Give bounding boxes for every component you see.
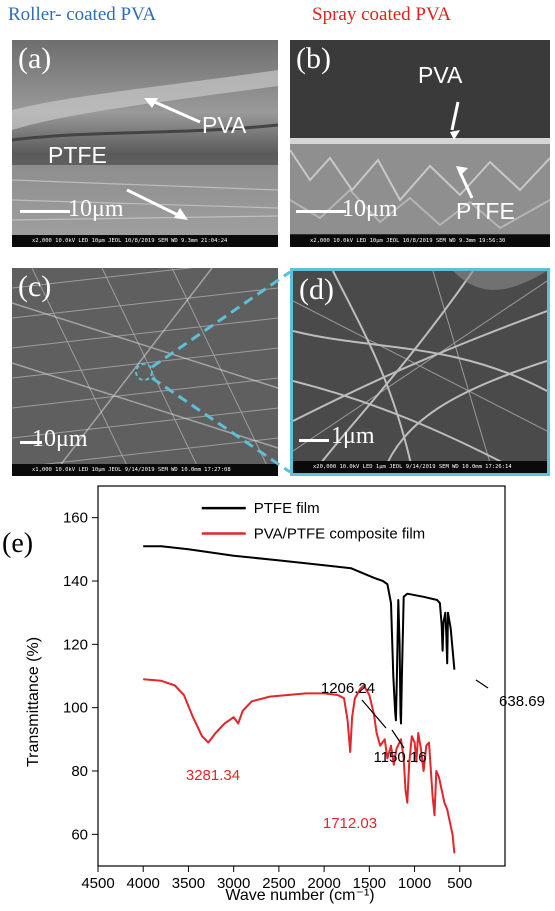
sem-image-a (12, 40, 278, 247)
annotation-1712: 1712.03 (323, 815, 377, 832)
sem-panel-b: (b) PVA PTFE 10μm x2,000 10.0kV LED 10μm… (290, 40, 550, 247)
x-tick-label: 1500 (353, 875, 386, 892)
x-tick-label: 2000 (307, 875, 340, 892)
x-tick-label: 1000 (398, 875, 431, 892)
annotation-1206: 1206.24 (321, 680, 375, 697)
series-line-0 (143, 545, 456, 725)
annotation-638: 638.69 (499, 693, 545, 710)
pva-arrow-b (450, 101, 460, 131)
panel-letter-e: (e) (2, 528, 33, 559)
sem-image-c (12, 268, 278, 476)
sem-infobar-b: x2,000 10.0kV LED 10μm JEOL 10/8/2019 SE… (290, 235, 550, 247)
panel-letter-d: (d) (299, 273, 334, 306)
scale-label-a: 10μm (68, 196, 124, 222)
x-tick-label: 3500 (172, 875, 205, 892)
chart-legend: PTFE film PVA/PTFE composite film (201, 500, 425, 543)
legend-label-1: PVA/PTFE composite film (254, 526, 425, 543)
sem-panel-d: (d) 1μm x20,000 10.0kV LED 1μm JEOL 9/14… (290, 268, 550, 476)
ptfe-arrow-b (458, 171, 474, 199)
scale-label-d: 1μm (331, 423, 375, 449)
ptfe-label-b: PTFE (456, 198, 515, 224)
plot-frame (97, 485, 506, 867)
series-line-1 (143, 678, 456, 854)
annotation-1150: 1150.16 (373, 749, 426, 766)
y-tick-label: 120 (63, 636, 88, 653)
panel-letter-c: (c) (18, 270, 52, 303)
legend-label-0: PTFE film (254, 500, 320, 517)
scale-bar-b (296, 210, 346, 213)
ptfe-label-a: PTFE (48, 142, 107, 168)
x-tick-label: 4500 (81, 875, 114, 892)
sem-image-d (293, 271, 547, 473)
pva-label-b: PVA (418, 62, 463, 88)
panel-letter-a: (a) (18, 42, 52, 75)
x-tick-label: 4000 (127, 875, 160, 892)
ptfe-arrow-a (126, 188, 181, 218)
y-tick-label: 100 (63, 700, 88, 717)
x-tick-label: 2500 (262, 875, 295, 892)
y-tick-label: 80 (71, 763, 88, 780)
y-tick-label: 60 (71, 826, 88, 843)
spray-coated-header: Spray coated PVA (312, 4, 451, 25)
x-tick-label: 3000 (217, 875, 250, 892)
scale-label-b: 10μm (342, 196, 398, 222)
sem-infobar-c: x1,000 10.0kV LED 10μm JEOL 9/14/2019 SE… (12, 464, 278, 476)
sem-infobar-d: x20,000 10.0kV LED 1μm JEOL 9/14/2019 SE… (293, 461, 547, 473)
y-tick-label: 160 (63, 510, 88, 527)
y-tick-label: 140 (63, 573, 88, 590)
pva-arrow-a (149, 98, 201, 124)
pva-label-a: PVA (202, 112, 247, 138)
x-tick-label: 500 (447, 875, 472, 892)
panel-letter-b: (b) (296, 42, 331, 75)
chart-series (143, 545, 456, 854)
scale-bar-c (20, 441, 42, 444)
ftir-chart: (e) Transmittance (%) Wave number (cm⁻¹)… (2, 485, 545, 904)
scale-bar-d (299, 439, 329, 442)
x-axis-label: Wave number (cm⁻¹) (225, 887, 374, 904)
y-axis-label: Transmittance (%) (25, 637, 42, 767)
sem-panel-a: (a) PVA PTFE 10μm x2,000 10.0kV LED 10μm… (12, 40, 278, 247)
scale-bar-a (20, 210, 70, 213)
scale-label-c: 10μm (32, 426, 88, 452)
sem-panel-c: (c) 10μm x1,000 10.0kV LED 10μm JEOL 9/1… (12, 268, 278, 476)
sem-infobar-a: x2,000 10.0kV LED 10μm JEOL 10/8/2019 SE… (12, 235, 278, 247)
chart-annotations: 1206.24 1150.16 638.69 3281.34 1712.03 (186, 679, 545, 832)
annotation-3281: 3281.34 (186, 767, 240, 784)
chart-axes: 4500 4000 3500 3000 2500 2000 1500 1000 500 60 80 1… (63, 485, 506, 892)
sem-image-b (290, 40, 550, 247)
roller-coated-header: Roller- coated PVA (8, 4, 157, 25)
zoom-circle (135, 363, 153, 381)
